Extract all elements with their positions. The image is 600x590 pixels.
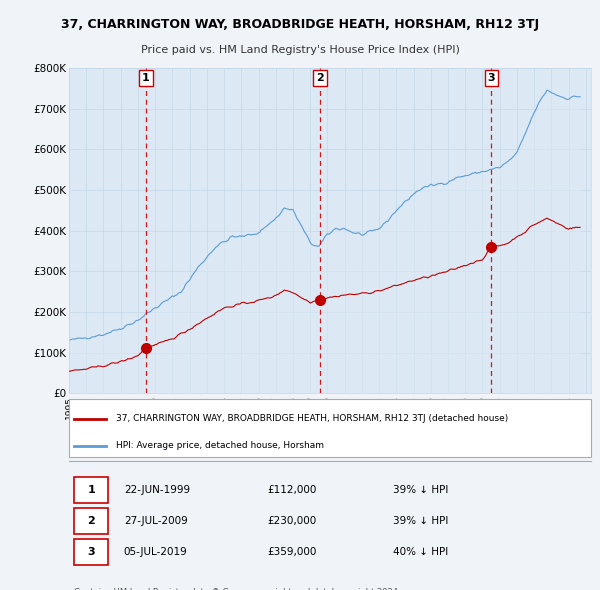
Text: 3: 3 (487, 73, 495, 83)
Text: 2: 2 (88, 516, 95, 526)
Text: Price paid vs. HM Land Registry's House Price Index (HPI): Price paid vs. HM Land Registry's House … (140, 45, 460, 54)
FancyBboxPatch shape (74, 539, 108, 565)
Text: Contains HM Land Registry data © Crown copyright and database right 2024.: Contains HM Land Registry data © Crown c… (74, 588, 401, 590)
Text: 3: 3 (88, 547, 95, 557)
Text: 1: 1 (142, 73, 150, 83)
Text: 1: 1 (88, 485, 95, 495)
Text: HPI: Average price, detached house, Horsham: HPI: Average price, detached house, Hors… (116, 441, 324, 451)
FancyBboxPatch shape (74, 508, 108, 534)
Text: 39% ↓ HPI: 39% ↓ HPI (392, 516, 448, 526)
Text: £230,000: £230,000 (268, 516, 317, 526)
Text: £359,000: £359,000 (268, 547, 317, 557)
Text: 40% ↓ HPI: 40% ↓ HPI (392, 547, 448, 557)
Text: 22-JUN-1999: 22-JUN-1999 (124, 485, 190, 495)
FancyBboxPatch shape (74, 477, 108, 503)
Text: 05-JUL-2019: 05-JUL-2019 (124, 547, 188, 557)
Text: 39% ↓ HPI: 39% ↓ HPI (392, 485, 448, 495)
FancyBboxPatch shape (69, 398, 591, 457)
Text: £112,000: £112,000 (268, 485, 317, 495)
Text: 37, CHARRINGTON WAY, BROADBRIDGE HEATH, HORSHAM, RH12 3TJ: 37, CHARRINGTON WAY, BROADBRIDGE HEATH, … (61, 18, 539, 31)
Text: 27-JUL-2009: 27-JUL-2009 (124, 516, 188, 526)
Text: 37, CHARRINGTON WAY, BROADBRIDGE HEATH, HORSHAM, RH12 3TJ (detached house): 37, CHARRINGTON WAY, BROADBRIDGE HEATH, … (116, 414, 508, 423)
Text: 2: 2 (316, 73, 324, 83)
